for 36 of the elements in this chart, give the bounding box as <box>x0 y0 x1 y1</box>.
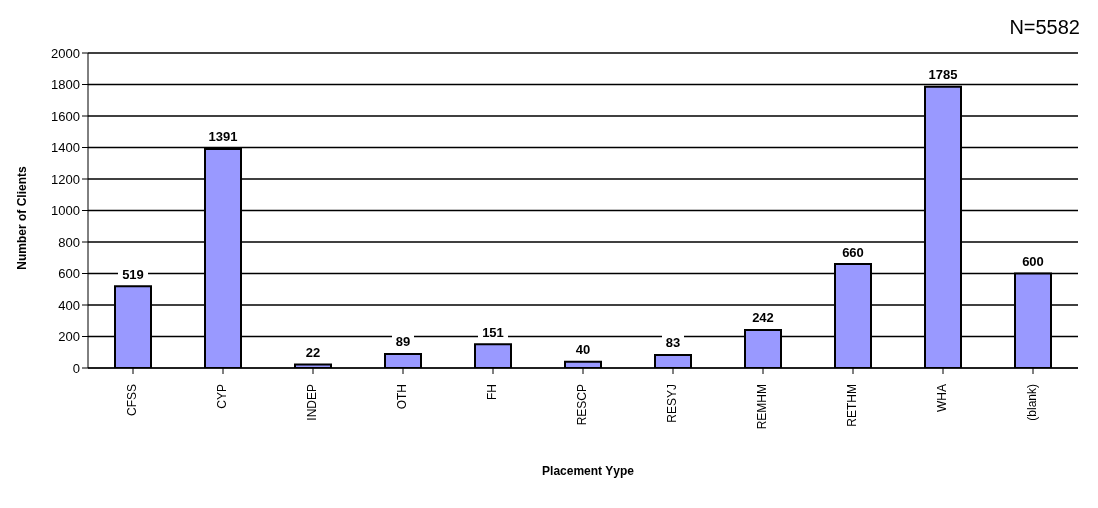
data-label: 83 <box>665 335 681 351</box>
y-tick-label: 600 <box>58 266 80 282</box>
data-label: 1391 <box>208 129 238 145</box>
data-label: 22 <box>305 345 321 361</box>
x-tick-label: INDEP <box>305 384 320 421</box>
x-tick-label: WHA <box>935 384 950 412</box>
x-axis-title: Placement Yype <box>541 464 635 478</box>
y-tick-label: 800 <box>58 234 80 250</box>
x-tick-label: RETHM <box>845 384 860 427</box>
y-tick-label: 400 <box>58 297 80 313</box>
y-tick-label: 1200 <box>51 171 80 187</box>
y-axis-title: Number of Clients <box>15 166 29 270</box>
y-tick-label: 1000 <box>51 203 80 219</box>
data-label: 600 <box>1022 254 1044 269</box>
y-tick-label: 1600 <box>51 108 80 124</box>
x-tick-label: RESYJ <box>665 384 680 423</box>
y-tick-label: 1800 <box>51 77 80 93</box>
x-tick-label: REMHM <box>755 384 770 430</box>
y-tick-label: 2000 <box>51 45 80 61</box>
data-label: 89 <box>395 334 411 350</box>
x-tick-label: RESCP <box>575 384 590 426</box>
x-tick-label: OTH <box>395 384 410 410</box>
y-tick-label: 200 <box>58 329 80 345</box>
data-label: 151 <box>482 324 504 340</box>
text: N=5582 <box>1009 16 1080 39</box>
y-tick-label: 1400 <box>51 140 80 156</box>
data-label: 40 <box>575 342 591 358</box>
y-tick-label: 0 <box>72 360 80 376</box>
x-tick-label: CFSS <box>125 384 140 417</box>
x-tick-label: FH <box>485 384 500 400</box>
x-tick-label: CYP <box>215 384 230 409</box>
data-label: 242 <box>752 310 774 326</box>
data-label: 660 <box>842 244 864 260</box>
data-label: 1785 <box>928 67 958 83</box>
x-tick-label: (blank) <box>1025 384 1040 421</box>
data-label: 519 <box>122 266 144 282</box>
